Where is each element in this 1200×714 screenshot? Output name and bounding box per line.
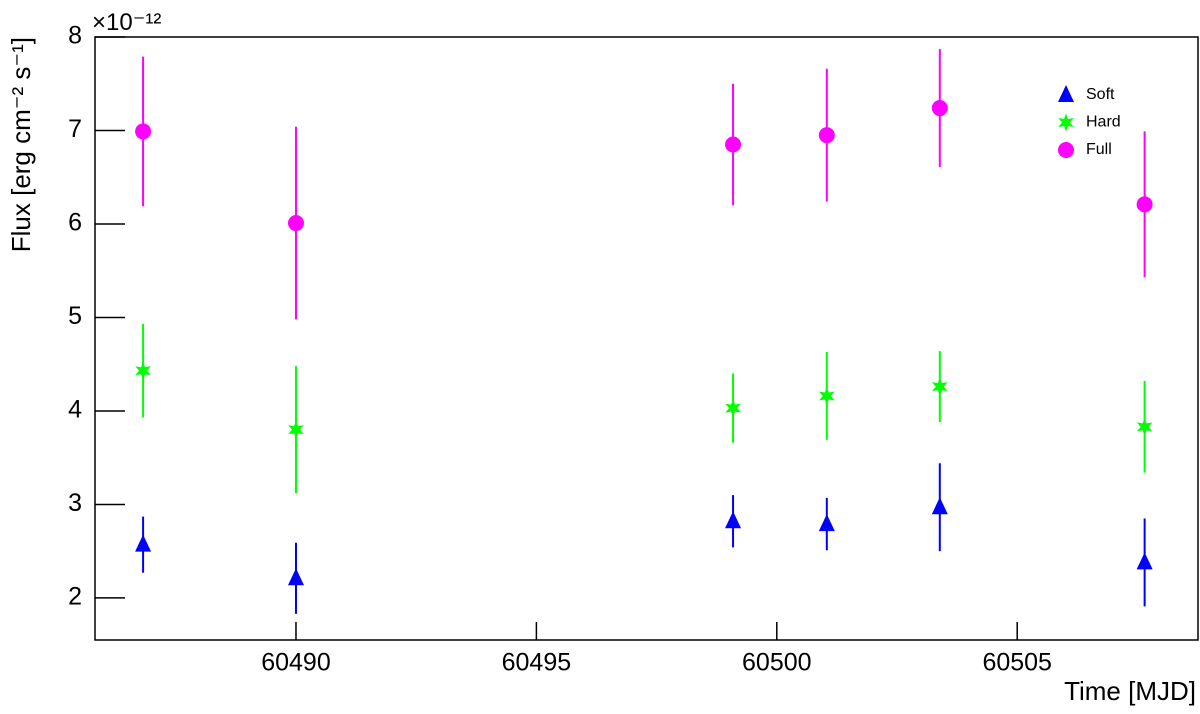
x-axis-label: Time [MJD] <box>1064 676 1196 706</box>
data-point <box>1136 417 1153 436</box>
plot-frame <box>94 36 1199 641</box>
legend-label: Soft <box>1086 86 1115 103</box>
y-tick-label: 4 <box>68 396 82 424</box>
data-point <box>287 568 304 586</box>
data-point <box>287 215 304 232</box>
data-point <box>818 127 835 144</box>
legend-label: Hard <box>1086 114 1121 131</box>
y-tick-label: 6 <box>68 209 82 237</box>
x-tick-label: 60490 <box>261 649 331 677</box>
data-point <box>1136 552 1153 570</box>
data-point <box>819 386 835 405</box>
data-point <box>932 377 948 396</box>
data-point <box>725 511 742 529</box>
x-tick-label: 60500 <box>742 649 812 677</box>
legend-label: Full <box>1086 141 1112 158</box>
x-tick-label: 60495 <box>502 649 572 677</box>
y-tick-label: 7 <box>68 115 82 143</box>
data-point <box>818 514 835 532</box>
y-tick-label: 3 <box>68 489 82 517</box>
data-point <box>288 420 304 439</box>
legend-marker <box>1058 142 1074 158</box>
data-point <box>135 123 152 140</box>
legend-marker <box>1058 113 1074 132</box>
y-tick-label: 8 <box>68 22 82 50</box>
y-axis-label: Flux [erg cm⁻² s⁻¹] <box>6 37 36 252</box>
y-tick-label: 2 <box>68 583 82 611</box>
y-tick-label: 5 <box>68 302 82 330</box>
data-point <box>1136 196 1153 213</box>
data-point <box>725 399 741 418</box>
data-point <box>135 361 151 380</box>
x-tick-label: 60505 <box>982 649 1052 677</box>
legend-marker <box>1058 85 1074 102</box>
data-point <box>931 100 948 117</box>
data-point <box>931 497 948 515</box>
data-point <box>725 136 742 153</box>
data-point <box>135 534 152 552</box>
y-multiplier: ×10⁻¹² <box>92 9 161 36</box>
